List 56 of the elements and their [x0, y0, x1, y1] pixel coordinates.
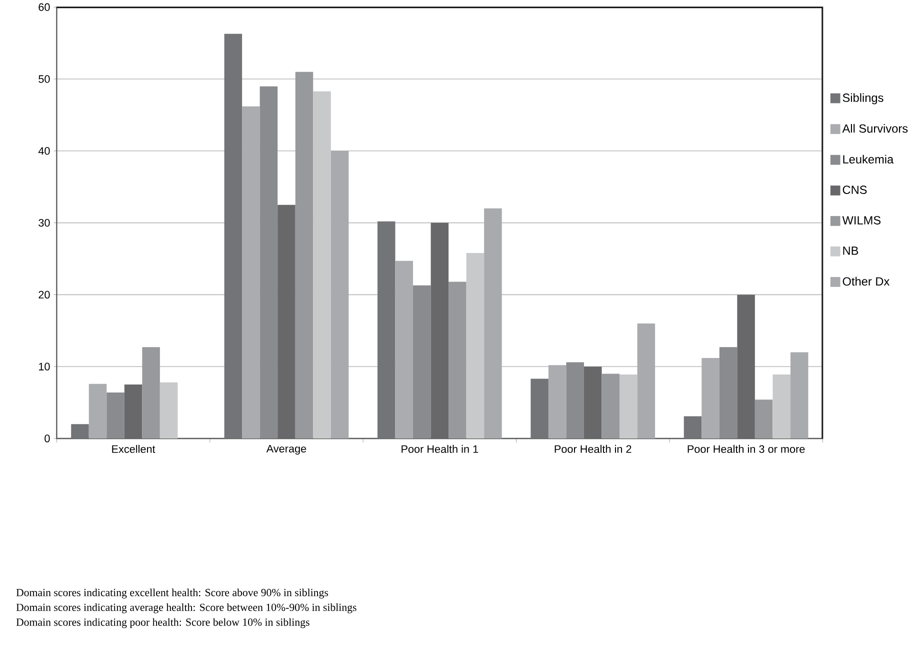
bar — [330, 151, 349, 439]
text: Domain scores indicating average health: Score between 10%-90% in siblings — [16, 604, 356, 614]
bar — [224, 34, 242, 439]
y-tick-label: 10 — [38, 362, 50, 371]
legend-label: WILMS — [842, 216, 881, 225]
x-tick-label: Poor Health in 3 or more — [688, 445, 805, 454]
bar — [260, 86, 278, 439]
legend-label: Siblings — [842, 93, 884, 104]
x-tick-label: Average — [266, 445, 306, 455]
bar — [790, 352, 808, 439]
bar — [295, 72, 314, 439]
bar — [124, 384, 142, 439]
bar — [737, 294, 755, 439]
x-tick-label: Poor Health in 2 — [554, 445, 632, 454]
x-tick-label: Excellent — [112, 445, 156, 454]
legend-label: Other Dx — [842, 277, 890, 286]
bar — [584, 366, 602, 439]
text: Domain scores indicating excellent health: Score above 90% in siblings — [16, 588, 328, 599]
text: Domain scores indicating poor health: Score below 10% in siblings — [16, 618, 310, 628]
bar — [719, 347, 738, 439]
bar — [88, 384, 107, 439]
legend-label: All Survivors — [842, 124, 908, 133]
bar — [530, 378, 548, 439]
bar — [71, 424, 89, 439]
y-tick-label: 30 — [38, 219, 50, 227]
legend-label: NB — [843, 246, 858, 255]
legend-label: Leukemia — [843, 154, 894, 164]
bar — [448, 282, 466, 439]
bar — [566, 362, 584, 439]
bar — [684, 416, 702, 439]
bar — [413, 286, 431, 439]
bar — [754, 400, 773, 439]
bar — [602, 374, 620, 439]
bar — [620, 374, 638, 439]
bar — [466, 253, 484, 439]
bar — [313, 91, 331, 439]
x-tick-label: Poor Health in 1 — [402, 445, 478, 454]
bar — [377, 222, 396, 439]
bar — [430, 222, 449, 439]
bar — [106, 392, 124, 439]
y-tick-label: 40 — [38, 147, 50, 155]
bar — [160, 382, 178, 439]
bar — [142, 347, 160, 439]
y-tick-label: 60 — [38, 3, 50, 12]
y-tick-label: 50 — [38, 75, 50, 84]
bar — [484, 208, 502, 439]
bar — [395, 261, 414, 439]
bar — [637, 324, 656, 439]
legend-label: CNS — [842, 186, 867, 194]
y-tick-label: 0 — [44, 434, 50, 442]
bar — [772, 374, 790, 439]
bar — [278, 204, 296, 439]
y-tick-label: 20 — [38, 291, 50, 299]
bar — [548, 365, 566, 439]
bar — [242, 106, 260, 439]
bar — [702, 358, 720, 439]
